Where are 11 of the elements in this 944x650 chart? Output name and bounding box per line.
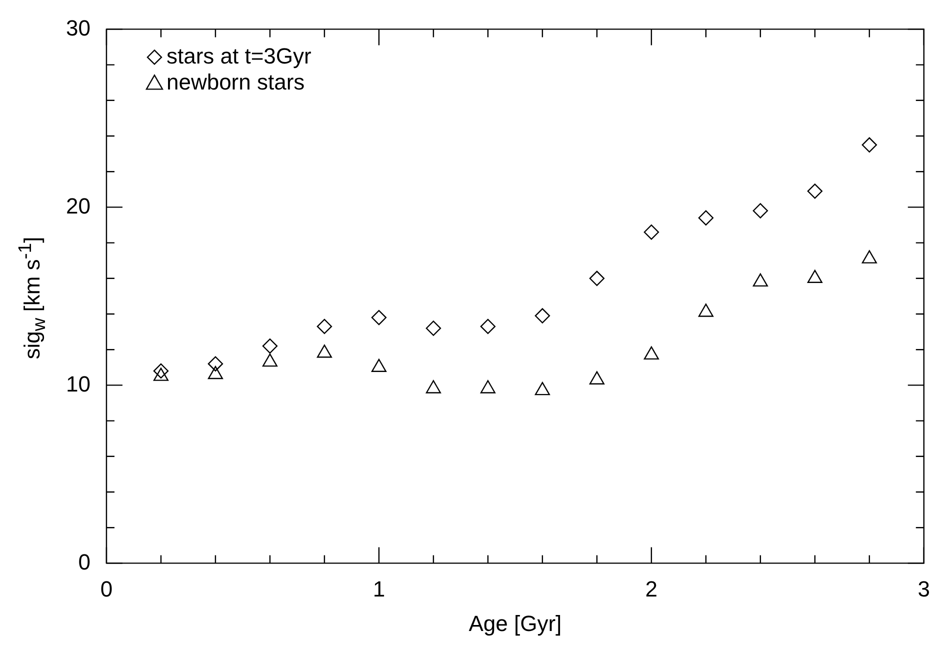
legend-label: stars at t=3Gyr <box>166 43 312 68</box>
x-tick-label: 1 <box>372 576 386 602</box>
x-tick-label: 2 <box>645 576 658 602</box>
y-tick-label: 10 <box>66 371 90 396</box>
y-tick-label: 0 <box>78 549 90 574</box>
legend-label: newborn stars <box>166 69 305 94</box>
y-tick-label: 30 <box>66 15 90 40</box>
x-tick-label: 3 <box>918 576 930 602</box>
y-tick-label: 20 <box>66 193 90 218</box>
x-tick-label: 0 <box>100 576 113 602</box>
x-axis-title: Age [Gyr] <box>468 610 562 636</box>
